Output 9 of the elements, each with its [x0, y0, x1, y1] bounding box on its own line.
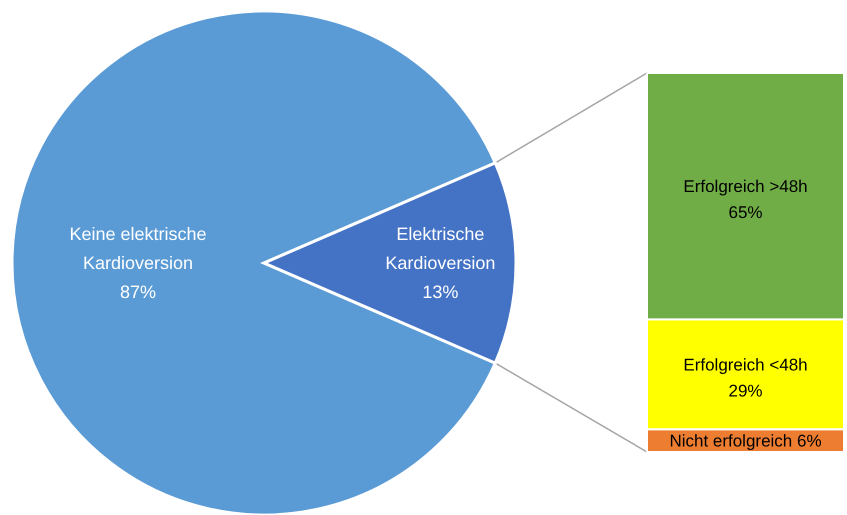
series-label: Erfolgreich <48h — [683, 355, 808, 374]
data-label: 87% — [120, 282, 156, 302]
slice-label: Keine elektrische Kardioversion — [69, 224, 207, 273]
slice-label: Elektrische Kardioversion — [385, 224, 496, 273]
data-label: 13% — [422, 282, 458, 302]
data-label: 65% — [728, 203, 763, 222]
data-label: 29% — [728, 381, 763, 400]
series-label: Erfolgreich >48h — [683, 177, 808, 196]
text: Nicht erfolgreich 6% — [669, 432, 822, 451]
